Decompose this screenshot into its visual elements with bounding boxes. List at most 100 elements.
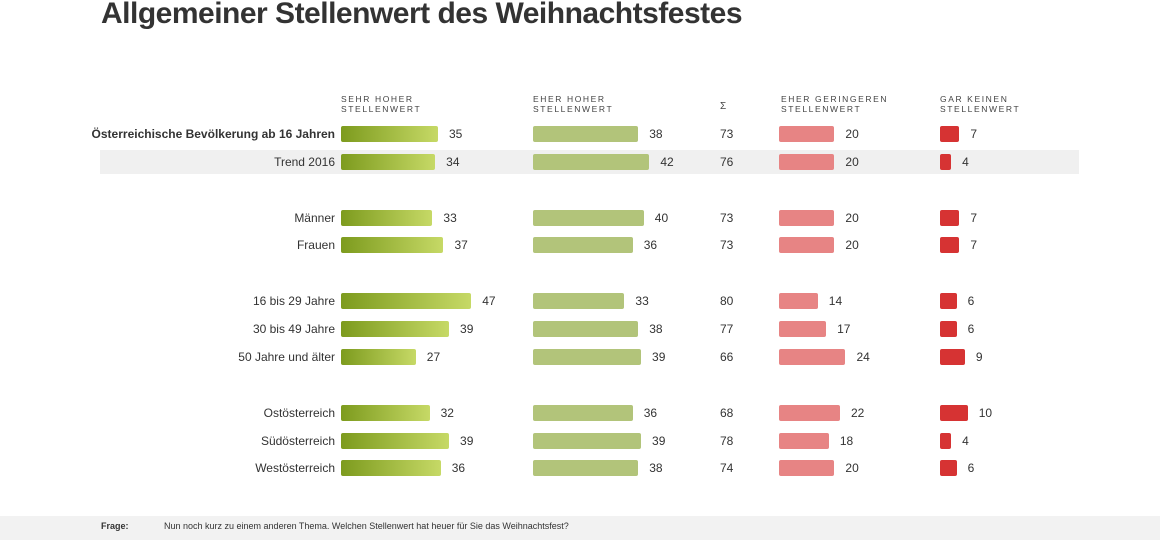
bar-eher_geringeren bbox=[779, 433, 829, 449]
row-label: 16 bis 29 Jahre bbox=[252, 294, 335, 308]
table-row: Frauen 37 36 73 20 7 bbox=[100, 233, 1079, 257]
value-label-gar_keinen: 6 bbox=[967, 294, 975, 308]
bar-sehr_hoher bbox=[341, 405, 430, 421]
value-label-eher_hoher: 33 bbox=[635, 294, 649, 308]
value-label-sehr_hoher: 35 bbox=[448, 127, 463, 141]
value-label-eher_geringeren: 20 bbox=[845, 127, 859, 141]
bar-gar_keinen bbox=[940, 154, 952, 170]
value-label-gar_keinen: 7 bbox=[970, 238, 978, 252]
value-label-eher_hoher: 39 bbox=[652, 350, 666, 364]
value-label-eher_geringeren: 20 bbox=[845, 211, 859, 225]
value-label-sehr_hoher: 27 bbox=[426, 350, 441, 364]
bar-sehr_hoher bbox=[341, 321, 450, 337]
value-label-eher_hoher: 38 bbox=[649, 322, 663, 336]
bar-eher_hoher bbox=[533, 321, 639, 337]
row-label: 50 Jahre und älter bbox=[238, 350, 335, 364]
bar-eher_geringeren bbox=[779, 321, 827, 337]
column-header-eher_hoher: EHER HOHER STELLENWERT bbox=[533, 94, 614, 114]
column-header-gar_keinen: GAR KEINEN STELLENWERT bbox=[940, 94, 1021, 114]
bar-eher_geringeren bbox=[779, 293, 818, 309]
bar-sehr_hoher bbox=[341, 460, 441, 476]
bar-gar_keinen bbox=[940, 460, 957, 476]
bar-eher_hoher bbox=[533, 237, 633, 253]
bar-eher_hoher bbox=[533, 126, 639, 142]
value-label-gar_keinen: 7 bbox=[970, 127, 978, 141]
bar-eher_hoher bbox=[533, 349, 642, 365]
footer-question: Nun noch kurz zu einem anderen Thema. We… bbox=[164, 521, 569, 531]
bar-sehr_hoher bbox=[341, 433, 450, 449]
row-label: Westösterreich bbox=[255, 461, 335, 475]
row-label: 30 bis 49 Jahre bbox=[252, 322, 335, 336]
value-label-sehr_hoher: 47 bbox=[482, 294, 496, 308]
chart-title: Allgemeiner Stellenwert des Weihnachtsfe… bbox=[101, 0, 743, 30]
bar-eher_hoher bbox=[533, 154, 650, 170]
table-row: 50 Jahre und älter 27 39 66 24 9 bbox=[100, 345, 1079, 369]
row-label: Südösterreich bbox=[260, 434, 335, 448]
bar-eher_hoher bbox=[533, 405, 633, 421]
bar-gar_keinen bbox=[940, 405, 968, 421]
bar-eher_hoher bbox=[533, 433, 642, 449]
value-label-gar_keinen: 7 bbox=[970, 211, 978, 225]
value-label-gar_keinen: 9 bbox=[975, 350, 983, 364]
bar-gar_keinen bbox=[940, 210, 960, 226]
bar-sehr_hoher bbox=[341, 237, 444, 253]
bar-eher_hoher bbox=[533, 293, 625, 309]
value-label-sum: 73 bbox=[720, 211, 734, 225]
table-row: Westösterreich 36 38 74 20 6 bbox=[100, 456, 1079, 480]
value-label-sum: 78 bbox=[720, 434, 734, 448]
bar-sehr_hoher bbox=[341, 126, 438, 142]
value-label-eher_hoher: 36 bbox=[643, 406, 658, 420]
footer-label: Frage: bbox=[101, 521, 129, 531]
value-label-gar_keinen: 10 bbox=[978, 406, 993, 420]
value-label-sehr_hoher: 33 bbox=[443, 211, 457, 225]
value-label-eher_hoher: 36 bbox=[643, 238, 658, 252]
value-label-eher_hoher: 39 bbox=[652, 434, 666, 448]
bar-sehr_hoher bbox=[341, 349, 416, 365]
table-row: Trend 2016 34 42 76 20 4 bbox=[100, 150, 1079, 174]
bar-eher_geringeren bbox=[779, 154, 835, 170]
bar-eher_geringeren bbox=[779, 460, 835, 476]
table-row: Männer 33 40 73 20 7 bbox=[100, 206, 1079, 230]
bar-gar_keinen bbox=[940, 321, 957, 337]
value-label-eher_hoher: 38 bbox=[649, 127, 663, 141]
footer: Frage: Nun noch kurz zu einem anderen Th… bbox=[0, 516, 1160, 540]
value-label-sehr_hoher: 39 bbox=[460, 434, 474, 448]
value-label-sehr_hoher: 36 bbox=[451, 461, 466, 475]
value-label-eher_geringeren: 18 bbox=[839, 434, 854, 448]
value-label-eher_geringeren: 14 bbox=[828, 294, 843, 308]
bar-eher_geringeren bbox=[779, 349, 846, 365]
value-label-eher_geringeren: 17 bbox=[837, 322, 851, 336]
bar-sehr_hoher bbox=[341, 293, 472, 309]
value-label-eher_hoher: 42 bbox=[660, 155, 674, 169]
bar-gar_keinen bbox=[940, 237, 960, 253]
value-label-eher_geringeren: 20 bbox=[845, 238, 859, 252]
value-label-eher_geringeren: 20 bbox=[845, 461, 859, 475]
bar-gar_keinen bbox=[940, 433, 952, 449]
row-label: Österreichische Bevölkerung ab 16 Jahren bbox=[91, 127, 335, 141]
bar-eher_geringeren bbox=[779, 210, 835, 226]
bar-eher_geringeren bbox=[779, 237, 835, 253]
row-label: Männer bbox=[294, 211, 335, 225]
bar-gar_keinen bbox=[940, 293, 957, 309]
value-label-eher_hoher: 38 bbox=[649, 461, 663, 475]
value-label-gar_keinen: 6 bbox=[967, 322, 975, 336]
value-label-eher_geringeren: 20 bbox=[845, 155, 859, 169]
value-label-sum: 74 bbox=[720, 461, 734, 475]
table-row: Ostösterreich 32 36 68 22 10 bbox=[100, 401, 1079, 425]
value-label-sehr_hoher: 32 bbox=[440, 406, 454, 420]
value-label-sum: 76 bbox=[720, 155, 734, 169]
column-header-sum: Σ bbox=[720, 101, 727, 112]
table-row: 30 bis 49 Jahre 39 38 77 17 6 bbox=[100, 317, 1079, 341]
value-label-gar_keinen: 6 bbox=[967, 461, 975, 475]
column-header-sehr_hoher: SEHR HOHER STELLENWERT bbox=[341, 94, 422, 114]
row-label: Trend 2016 bbox=[274, 155, 335, 169]
row-label: Frauen bbox=[296, 238, 335, 252]
column-header-eher_geringeren: EHER GERINGEREN STELLENWERT bbox=[781, 94, 889, 114]
value-label-sehr_hoher: 34 bbox=[446, 155, 460, 169]
value-label-sum: 68 bbox=[720, 406, 734, 420]
value-label-sehr_hoher: 37 bbox=[454, 238, 468, 252]
bar-eher_hoher bbox=[533, 460, 639, 476]
value-label-sum: 77 bbox=[720, 322, 734, 336]
table-row: Südösterreich 39 39 78 18 4 bbox=[100, 429, 1079, 453]
value-label-eher_geringeren: 24 bbox=[856, 350, 870, 364]
